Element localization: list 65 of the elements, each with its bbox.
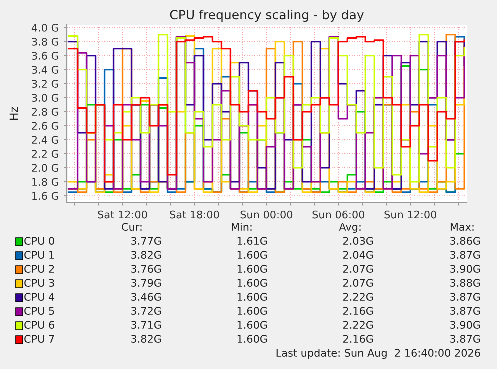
text: 3.79G (132, 279, 162, 288)
text: Last update: Sun Aug 2 16:40:00 2026 (276, 348, 480, 360)
text: 2.16G (344, 307, 374, 316)
text: 2.04G (344, 251, 374, 260)
legend-label: CPU 4 (24, 293, 55, 302)
text: Cur: (122, 223, 142, 232)
y-tick-label: 2.0 G (32, 164, 59, 172)
y-tick-label: 1.8 G (32, 178, 59, 186)
y-axis-title: Hz (10, 107, 18, 120)
y-tick-label: 3.2 G (32, 80, 59, 88)
legend-label: CPU 7 (24, 335, 54, 344)
text: 3.82G (132, 251, 162, 260)
text: Avg: (339, 223, 361, 234)
text: Max: (450, 223, 474, 232)
text: 1.60G (238, 279, 268, 288)
text: 3.86G (450, 237, 480, 246)
legend-label: CPU 1 (24, 251, 54, 260)
y-tick-label: 2.4 G (32, 136, 59, 144)
text: 3.87G (450, 251, 480, 260)
text: 1.61G (238, 237, 268, 246)
text: 3.76G (132, 265, 162, 274)
text: 3.90G (450, 265, 480, 274)
y-tick-label: 2.2 G (32, 150, 59, 158)
x-tick-label: Sat 12:00 (98, 210, 148, 219)
y-tick-label: 2.6 G (32, 122, 59, 130)
text: Min: (232, 222, 252, 231)
x-tick-label: Sun 06:00 (312, 210, 365, 219)
text: 3.77G (132, 237, 162, 246)
y-tick-label: 1.6 G (32, 192, 59, 200)
text: 1.60G (238, 293, 268, 302)
text: 3.72G (132, 307, 162, 316)
text: 2.16G (344, 335, 374, 344)
text: 3.87G (450, 335, 480, 344)
y-tick-label: 3.6 G (32, 52, 59, 60)
text: 1.60G (238, 307, 268, 316)
text: 3.82G (132, 335, 162, 344)
text: 1.60G (238, 321, 268, 330)
y-tick-label: 3.8 G (32, 38, 59, 46)
text: 1.60G (238, 251, 268, 260)
y-tick-label: 4.0 G (32, 24, 59, 32)
text: 2.07G (344, 279, 374, 288)
legend-label: CPU 3 (24, 279, 54, 288)
legend-label: CPU 5 (24, 307, 54, 316)
text: 3.87G (450, 293, 480, 302)
y-tick-label: 2.8 G (32, 108, 59, 116)
x-tick-label: Sun 12:00 (384, 210, 437, 219)
text: 3.71G (132, 321, 162, 330)
chart-title: CPU frequency scaling - by day (170, 10, 364, 22)
text: 2.03G (344, 237, 374, 246)
text: 3.87G (450, 307, 480, 316)
text: 2.22G (344, 321, 374, 330)
text: 2.22G (344, 293, 374, 302)
text: 2.07G (344, 265, 374, 274)
y-tick-label: 3.4 G (32, 66, 59, 74)
text: 1.60G (238, 335, 268, 344)
text: 3.88G (450, 279, 480, 288)
y-tick-label: 3.0 G (32, 94, 59, 102)
legend-label: CPU 2 (24, 265, 54, 274)
x-tick-label: Sun 00:00 (240, 210, 293, 219)
legend-label: CPU 0 (24, 237, 54, 246)
text: 3.90G (450, 321, 480, 330)
legend-label: CPU 6 (24, 321, 54, 330)
x-tick-label: Sat 18:00 (170, 210, 220, 219)
text: 1.60G (238, 265, 268, 274)
text: 3.46G (132, 293, 162, 302)
